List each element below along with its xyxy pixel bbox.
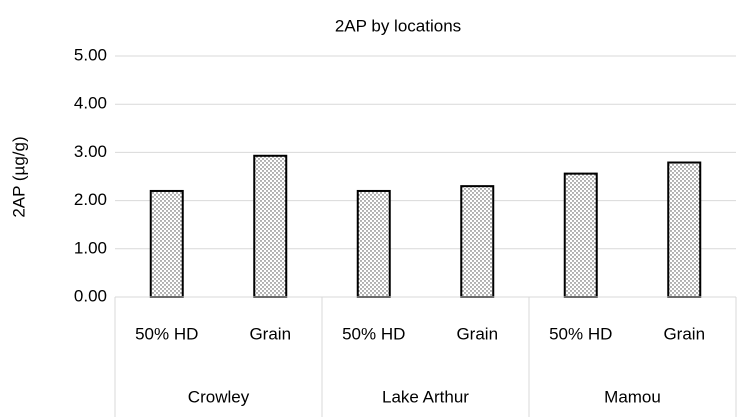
x-tick-label: 50% HD xyxy=(342,324,405,343)
y-tick-label: 2.00 xyxy=(74,190,107,209)
bar xyxy=(356,189,391,299)
group-label: Mamou xyxy=(604,387,661,406)
x-tick-label: Grain xyxy=(663,324,705,343)
group-label: Lake Arthur xyxy=(382,387,469,406)
x-tick-label: 50% HD xyxy=(135,324,198,343)
x-tick-label: Grain xyxy=(249,324,291,343)
y-tick-label: 4.00 xyxy=(74,94,107,113)
chart-title: 2AP by locations xyxy=(335,16,461,35)
y-tick-label: 5.00 xyxy=(74,45,107,64)
group-label: Crowley xyxy=(188,387,250,406)
y-tick-label: 1.00 xyxy=(74,238,107,257)
bar xyxy=(563,172,598,298)
y-tick-label: 3.00 xyxy=(74,142,107,161)
x-tick-label: 50% HD xyxy=(549,324,612,343)
y-axis-label: 2AP (µg/g) xyxy=(9,136,28,217)
bar xyxy=(667,161,702,298)
bar xyxy=(149,189,184,299)
y-tick-label: 0.00 xyxy=(74,286,107,305)
x-tick-label: Grain xyxy=(456,324,498,343)
bar xyxy=(253,154,288,298)
bar xyxy=(460,185,495,298)
